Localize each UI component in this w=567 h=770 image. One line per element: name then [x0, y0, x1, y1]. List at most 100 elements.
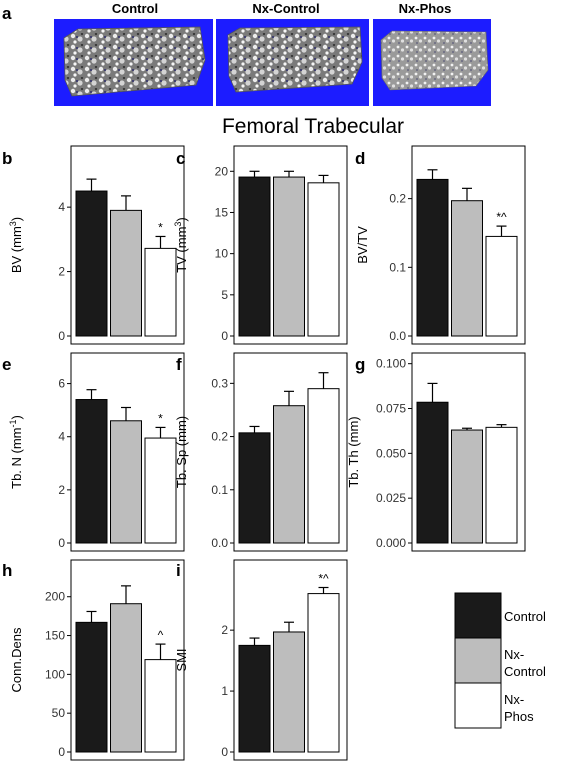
- y-axis-label: Tb. Th (mm): [346, 416, 361, 487]
- y-tick-label: 100: [45, 667, 65, 681]
- y-tick-label: 0.1: [211, 483, 228, 497]
- bar-nx-phos: [307, 388, 340, 544]
- bar-nx-control: [451, 200, 483, 337]
- bar-nx-phos: [144, 247, 177, 337]
- y-axis-label: Conn.Dens: [9, 627, 24, 693]
- panel-letter-d: d: [355, 149, 365, 168]
- y-axis-label-part: Tb. N (mm: [9, 427, 24, 488]
- y-tick-label: 4: [58, 200, 65, 214]
- legend-label-nx-phos-line2: Phos: [504, 709, 534, 724]
- bar-nx-phos: [485, 426, 518, 544]
- panel-letter-b: b: [2, 149, 12, 168]
- y-tick-label: 0.025: [376, 491, 406, 505]
- chart-panel-e: e 0 2 4 6 Tb. N (mm-1) *: [2, 352, 185, 552]
- y-tick-label: 2: [221, 623, 228, 637]
- y-tick-label: 0.1: [389, 260, 406, 274]
- bar-nx-control: [273, 631, 305, 753]
- bar-nx-control: [110, 420, 142, 544]
- bar-nx-control: [273, 176, 305, 337]
- legend-label-nx-control-line1: Nx-: [504, 647, 524, 662]
- y-tick-label: 0.000: [376, 536, 406, 550]
- bar-control: [238, 432, 271, 544]
- y-axis-label-part: 3: [8, 221, 18, 226]
- y-axis-label-part: BV (mm: [9, 226, 24, 273]
- y-tick-label: 0.0: [211, 536, 228, 550]
- bar-nx-control: [110, 603, 142, 753]
- panel-letter-e: e: [2, 355, 11, 374]
- y-tick-label: 150: [45, 629, 65, 643]
- legend-label-control: Control: [504, 609, 546, 624]
- y-axis-label-part: ): [9, 415, 24, 419]
- bar-nx-phos: [307, 593, 340, 753]
- y-axis-label-part: ): [174, 217, 189, 221]
- bar-nx-control: [110, 209, 142, 337]
- bar-control: [416, 178, 449, 337]
- y-tick-label: 50: [52, 706, 66, 720]
- panel-letter-c: c: [176, 149, 185, 168]
- y-tick-label: 0: [58, 745, 65, 759]
- bar-control: [75, 190, 108, 337]
- y-tick-label: 0.3: [211, 376, 228, 390]
- plot-frame: [70, 352, 185, 552]
- bar-control: [75, 621, 108, 753]
- micro-ct-image-nx-control: [216, 19, 369, 106]
- significance-marker: *: [158, 220, 163, 234]
- chart-panel-d: d 0.0 0.1 0.2 BV/TV *^: [355, 145, 526, 345]
- y-axis-label-part: BV/TV: [355, 226, 370, 264]
- chart-panel-g: g 0.000 0.025 0.050 0.075 0.100 Tb. Th (mm): [346, 352, 526, 552]
- y-tick-label: 0.050: [376, 446, 406, 460]
- legend-swatch-nx-control: [454, 637, 502, 684]
- legend: Control Nx- Control Nx- Phos: [454, 592, 546, 729]
- y-tick-label: 4: [58, 430, 65, 444]
- y-axis-label: TV (mm3): [173, 217, 189, 273]
- chart-panel-i: i 0 1 2 SMI *^: [174, 559, 348, 761]
- plot-frame: [233, 352, 348, 552]
- y-tick-label: 0.0: [389, 329, 406, 343]
- panel-letter-i: i: [176, 561, 181, 580]
- y-tick-label: 2: [58, 265, 65, 279]
- bar-control: [238, 176, 271, 337]
- bar-nx-phos: [144, 659, 177, 753]
- plot-frame: [411, 145, 526, 345]
- y-axis-label-part: Conn.Dens: [9, 627, 24, 693]
- bar-nx-phos: [485, 235, 518, 337]
- y-axis-label-part: TV (mm: [174, 227, 189, 273]
- y-tick-label: 1: [221, 684, 228, 698]
- bar-control: [75, 399, 108, 544]
- y-tick-label: 0.075: [376, 402, 406, 416]
- bar-nx-control: [273, 405, 305, 544]
- significance-marker: *^: [496, 210, 507, 224]
- panel-letter-h: h: [2, 561, 12, 580]
- legend-label-nx-control-line2: Control: [504, 664, 546, 679]
- legend-label-nx-phos-line1: Nx-: [504, 692, 524, 707]
- y-axis-label: Tb. N (mm-1): [8, 415, 24, 489]
- significance-marker: ^: [158, 628, 164, 642]
- chart-panel-h: h 0 50 100 150 200 Conn.Dens ^: [2, 559, 185, 761]
- chart-panel-c: c 0 5 10 15 20 TV (mm3): [173, 145, 348, 345]
- plot-frame: [70, 559, 185, 761]
- bar-nx-phos: [307, 182, 340, 337]
- y-axis-label: Tb. Sp (mm): [174, 416, 189, 488]
- y-axis-label-part: ): [9, 217, 24, 221]
- plot-frame: [411, 352, 526, 552]
- panel-letter-g: g: [355, 355, 365, 374]
- significance-marker: *: [158, 411, 163, 425]
- y-tick-label: 5: [221, 288, 228, 302]
- bar-nx-phos: [144, 437, 177, 544]
- y-axis-label-part: -1: [8, 419, 18, 427]
- y-tick-label: 20: [215, 164, 229, 178]
- micro-ct-image-nx-phos: [373, 19, 491, 106]
- y-tick-label: 0.100: [376, 357, 406, 371]
- y-tick-label: 0: [221, 745, 228, 759]
- y-tick-label: 2: [58, 483, 65, 497]
- y-tick-label: 0.2: [211, 430, 228, 444]
- plot-frame: [233, 145, 348, 345]
- y-tick-label: 0: [58, 536, 65, 550]
- panel-letter-f: f: [176, 355, 182, 374]
- y-tick-label: 0.2: [389, 192, 406, 206]
- micro-ct-image-control: [54, 19, 213, 106]
- legend-swatch-nx-phos: [454, 682, 502, 729]
